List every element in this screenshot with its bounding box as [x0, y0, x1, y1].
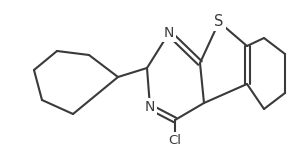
Text: S: S	[214, 14, 224, 30]
Text: Cl: Cl	[168, 134, 181, 146]
Text: N: N	[145, 100, 155, 114]
Text: N: N	[164, 26, 174, 40]
